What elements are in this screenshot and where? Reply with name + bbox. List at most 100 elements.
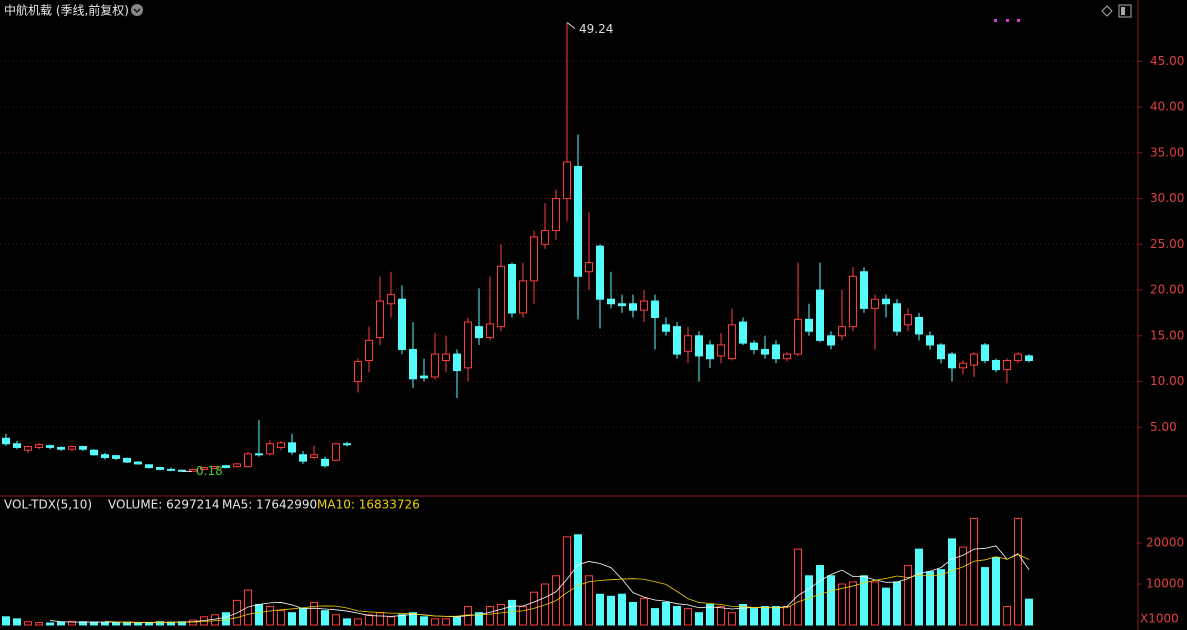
y-tick-label: 5.00 [1150, 420, 1177, 434]
volume-bar [959, 546, 967, 626]
candle-body [904, 314, 912, 326]
volume-bar [442, 618, 450, 626]
volume-bar [46, 622, 54, 626]
candle-body [860, 271, 868, 309]
candle-body [68, 446, 76, 450]
volume-bar [134, 622, 142, 626]
dropdown-icon[interactable] [131, 4, 143, 16]
volume-bar [706, 603, 714, 626]
volume-bar [970, 517, 978, 626]
ma10-line [104, 554, 1030, 623]
candle-body [816, 289, 824, 341]
volume-bar [299, 608, 307, 626]
volume-bar [948, 538, 956, 626]
candle-body [695, 335, 703, 357]
volume-bar [728, 612, 736, 626]
chart-title: 中航机载 (季线,前复权) [4, 3, 129, 18]
candle-body [827, 335, 835, 346]
volume-bar [761, 606, 769, 626]
candle-body [376, 300, 384, 339]
volume-bar [992, 556, 1000, 626]
volume-bar [607, 595, 615, 626]
volume-bar [189, 619, 197, 626]
y-tick-label: 40.00 [1150, 100, 1184, 114]
candle-body [57, 446, 65, 450]
candle-body [1025, 355, 1033, 361]
candle-body [24, 446, 32, 451]
candle-body [717, 344, 725, 357]
volume-bar [211, 614, 219, 626]
volume-bar [805, 575, 813, 626]
volume-bar [79, 621, 87, 626]
candle-body [35, 444, 43, 448]
unit-label: X1000 [1140, 612, 1179, 626]
candle-body [585, 262, 593, 273]
candle-body [893, 303, 901, 332]
candle-body [420, 375, 428, 379]
volume-bar [453, 616, 461, 626]
volume-bar [24, 621, 32, 626]
volume-bar [673, 606, 681, 626]
candle-body [233, 463, 241, 468]
candle-body [1003, 359, 1011, 371]
diamond-icon[interactable] [1101, 5, 1113, 17]
volume-legend: MA10: 16833726 [317, 498, 420, 512]
candle-body [90, 449, 98, 456]
y-tick-label: 35.00 [1150, 145, 1184, 159]
candle-body [453, 353, 461, 372]
candle-body [156, 467, 164, 470]
candle-body [926, 335, 934, 346]
panel-icon[interactable] [1118, 4, 1132, 18]
candle-body [189, 468, 197, 472]
volume-bar [343, 618, 351, 626]
volume-bar [156, 621, 164, 626]
volume-bar [178, 621, 186, 626]
candle-body [574, 166, 582, 277]
candle-body [387, 294, 395, 305]
volume-bar [1003, 606, 1011, 626]
candle-body [541, 230, 549, 245]
volume-bar [563, 536, 571, 626]
volume-bar [640, 597, 648, 626]
volume-bar [112, 622, 120, 626]
candle-body [970, 353, 978, 366]
candle-body [871, 298, 879, 309]
candle-body [519, 280, 527, 314]
volume-bar [68, 620, 76, 626]
volume-bar [783, 606, 791, 626]
candle-body [761, 349, 769, 355]
volume-bar [882, 587, 890, 626]
volume-legend: VOLUME: 6297214 [108, 498, 220, 512]
volume-bar [695, 612, 703, 626]
candle-body [211, 466, 219, 469]
candle-body [849, 275, 857, 328]
y-tick-label: 15.00 [1150, 328, 1184, 342]
y-tick-label: 10.00 [1150, 374, 1184, 388]
candle-body [365, 339, 373, 361]
volume-bar [255, 603, 263, 626]
candle-body [552, 198, 560, 232]
candle-body [244, 453, 252, 468]
volume-bar [1014, 517, 1022, 626]
candle-body [299, 454, 307, 462]
candle-body [222, 465, 230, 469]
candle-body [343, 443, 351, 446]
volume-bar [222, 612, 230, 626]
candle-body [112, 455, 120, 459]
candle-body [266, 443, 274, 455]
candle-body [1014, 353, 1022, 361]
candle-body [101, 454, 109, 458]
volume-bar [398, 614, 406, 626]
candle-body [431, 353, 439, 378]
ma5-line [49, 545, 1030, 623]
volume-bar [629, 601, 637, 626]
candle-body [706, 344, 714, 360]
volume-bar [937, 569, 945, 626]
candle-body [662, 324, 670, 332]
candle-body [805, 318, 813, 332]
volume-bar [365, 614, 373, 626]
volume-bar [893, 581, 901, 626]
volume-bar [981, 567, 989, 626]
volume-bar [266, 606, 274, 626]
